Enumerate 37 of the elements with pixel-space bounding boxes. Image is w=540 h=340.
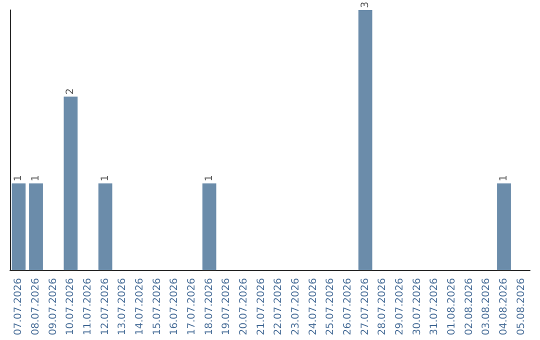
data-label: 1 bbox=[13, 174, 24, 182]
data-label: 1 bbox=[204, 174, 215, 182]
x-tick-label: 02.08.2026 bbox=[464, 278, 475, 336]
x-tick-label: 31.07.2026 bbox=[429, 278, 440, 336]
x-tick-label: 27.07.2026 bbox=[360, 278, 371, 336]
x-tick-label: 05.08.2026 bbox=[516, 278, 527, 336]
x-tick-label: 15.07.2026 bbox=[152, 278, 163, 336]
x-tick-label: 10.07.2026 bbox=[65, 278, 76, 336]
x-tick-label: 20.07.2026 bbox=[238, 278, 250, 336]
x-tick-label: 26.07.2026 bbox=[342, 278, 354, 336]
data-label: 1 bbox=[30, 174, 42, 182]
x-tick-label: 17.07.2026 bbox=[186, 278, 198, 336]
x-tick-label: 04.08.2026 bbox=[498, 278, 510, 336]
x-tick-label: 18.07.2026 bbox=[204, 278, 215, 336]
x-tick-label: 16.07.2026 bbox=[169, 278, 180, 336]
x-tick-label: 19.07.2026 bbox=[221, 278, 232, 336]
x-tick-label: 12.07.2026 bbox=[100, 278, 111, 336]
x-tick-label: 07.07.2026 bbox=[13, 278, 24, 336]
x-tick-label: 25.07.2026 bbox=[325, 278, 336, 336]
x-tick-label: 28.07.2026 bbox=[377, 278, 388, 336]
x-tick-label: 09.07.2026 bbox=[48, 278, 59, 336]
x-tick-label: 23.07.2026 bbox=[290, 278, 302, 336]
data-label: 1 bbox=[100, 174, 111, 182]
data-label: 1 bbox=[498, 174, 510, 182]
x-tick-label: 03.08.2026 bbox=[481, 278, 492, 336]
x-tick-label: 14.07.2026 bbox=[134, 278, 146, 336]
x-tick-label: 13.07.2026 bbox=[117, 278, 128, 336]
x-tick-label: 30.07.2026 bbox=[412, 278, 423, 336]
data-label: 2 bbox=[65, 88, 76, 95]
x-tick-label: 24.07.2026 bbox=[308, 278, 319, 336]
x-tick-label: 29.07.2026 bbox=[394, 278, 406, 336]
x-tick-label: 08.07.2026 bbox=[30, 278, 42, 336]
x-tick-label: 22.07.2026 bbox=[273, 278, 284, 336]
data-label: 3 bbox=[360, 2, 371, 8]
x-tick-label: 01.08.2026 bbox=[446, 278, 458, 336]
x-tick-label: 11.07.2026 bbox=[82, 278, 94, 336]
x-tick-label: 21.07.2026 bbox=[256, 278, 267, 336]
